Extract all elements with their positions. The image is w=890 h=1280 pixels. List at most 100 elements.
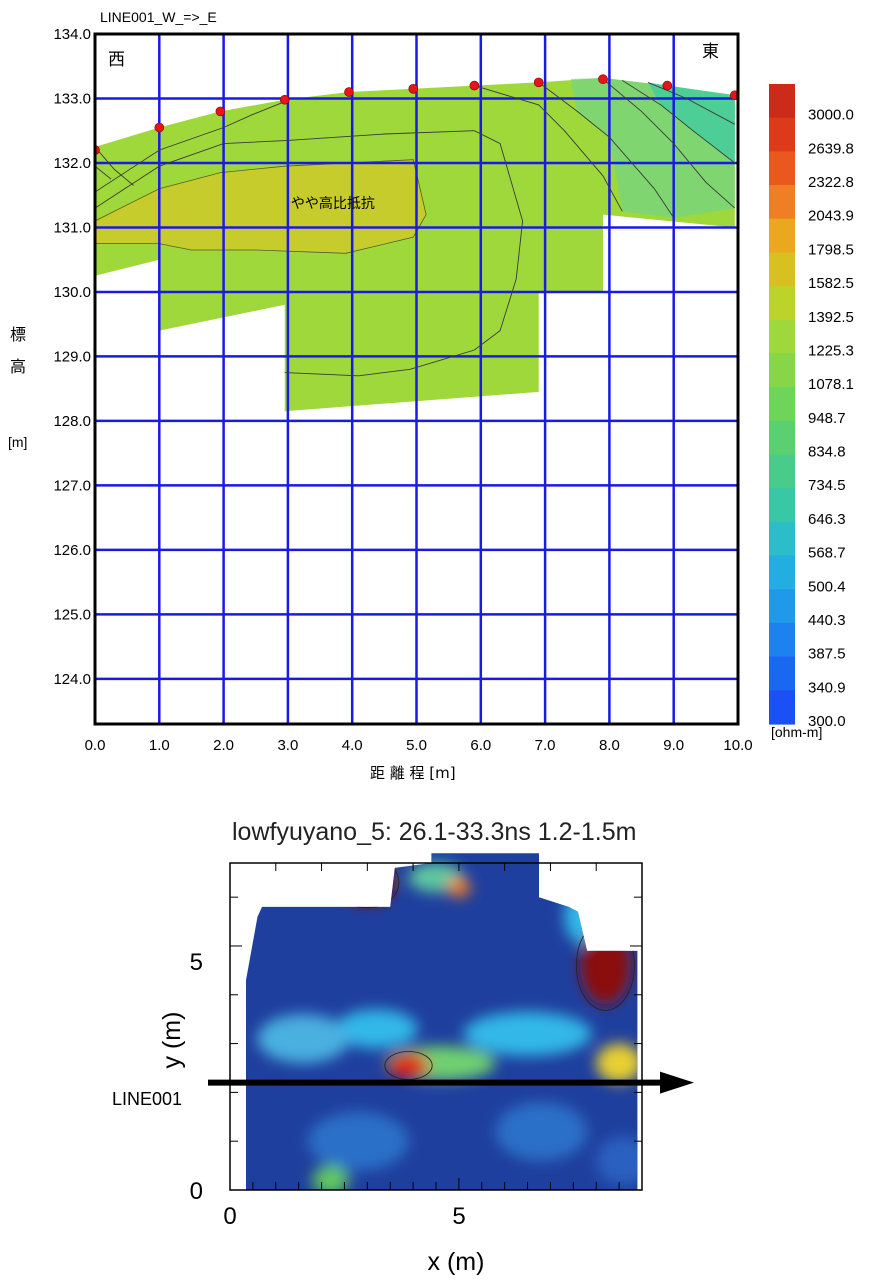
gpr-title: lowfyuyano_5: 26.1-33.3ns 1.2-1.5m (232, 818, 636, 846)
colorbar-level-15: 440.3 (808, 612, 846, 629)
colorbar-level-5: 1582.5 (808, 275, 854, 292)
y-tick-label-1: 133.0 (53, 90, 91, 107)
electrode-9 (662, 80, 673, 91)
y-tick-label-6: 128.0 (53, 413, 91, 430)
gpr-axis-ticks (229, 863, 643, 1191)
y-tick-label-4: 130.0 (53, 284, 91, 301)
colorbar-level-0: 3000.0 (808, 107, 854, 124)
line001-arrowhead (660, 1071, 694, 1094)
x-tick-label-4: 4.0 (342, 737, 363, 754)
electrode-markers (95, 74, 738, 155)
colorbar-swatch-3 (769, 185, 795, 220)
plot-frame (93, 32, 740, 726)
gpr-y-tick-0: 0 (190, 1178, 203, 1205)
colorbar-swatch-6 (769, 286, 795, 321)
colorbar-level-1: 2639.8 (808, 140, 854, 157)
gpr-anomaly-2 (387, 1053, 430, 1078)
x-tick-label-6: 6.0 (470, 737, 491, 754)
contour-line-3 (538, 82, 675, 219)
colorbar-swatch-16 (769, 622, 795, 658)
colorbar-unit: [ohm-m] (771, 724, 822, 740)
y-tick-label-7: 127.0 (53, 477, 91, 494)
electrode-4 (344, 87, 354, 97)
gpr-anomaly-7 (257, 1014, 350, 1064)
x-tick-label-5: 5.0 (406, 737, 427, 754)
contour-line-6 (647, 81, 736, 125)
x-tick-label-7: 7.0 (535, 737, 556, 754)
x-tick-label-2: 2.0 (213, 737, 234, 754)
x-tick-label-10: 10.0 (723, 737, 752, 754)
colorbar-level-6: 1392.5 (808, 309, 854, 326)
y-axis-ticks: 134.0 133.0 132.0 131.0 130.0 129.0 128.0 127.0… (53, 26, 91, 688)
y-axis-label-3: [m] (8, 434, 27, 450)
colorbar-swatch-11 (769, 454, 795, 489)
contour-line-4 (602, 78, 736, 209)
contour-line-1 (95, 130, 524, 377)
y-tick-label-5: 129.0 (53, 348, 91, 365)
chart-title: LINE001_W_=>_E (100, 9, 217, 25)
x-tick-label-8: 8.0 (599, 737, 620, 754)
colorbar-level-10: 834.8 (808, 444, 846, 461)
gpr-anomaly-13 (596, 1136, 638, 1186)
y-tick-label-9: 125.0 (53, 606, 91, 623)
x-tick-label-3: 3.0 (277, 737, 298, 754)
colorbar-swatch-0 (769, 84, 795, 119)
electrode-7 (533, 77, 544, 88)
colorbar-level-16: 387.5 (808, 646, 846, 663)
electrode-3 (279, 94, 290, 105)
gpr-y-tick-5: 5 (190, 949, 203, 976)
colorbar-level-17: 340.9 (808, 679, 846, 696)
gpr-anomaly-3 (447, 877, 471, 898)
gpr-anomaly-11 (307, 1111, 409, 1171)
colorbar-level-4: 1798.5 (808, 241, 854, 258)
gpr-anomaly-4 (596, 1043, 638, 1083)
colorbar-swatch-18 (769, 690, 795, 725)
colorbar-level-14: 500.4 (808, 578, 846, 595)
section-body (95, 77, 735, 412)
y-tick-label-10: 124.0 (53, 671, 91, 688)
y-axis-label-1: 標 (10, 325, 26, 344)
colorbar-swatch-4 (769, 218, 795, 254)
gpr-anomaly-6 (463, 1011, 592, 1056)
colorbar-level-18: 300.0 (808, 713, 846, 730)
y-tick-label-2: 132.0 (53, 155, 91, 172)
colorbar-level-13: 568.7 (808, 545, 846, 562)
gpr-x-tick-0: 0 (223, 1203, 236, 1230)
colorbar-swatch-12 (769, 488, 795, 523)
gpr-x-axis-label: x (m) (428, 1248, 485, 1276)
contour-lines (95, 78, 736, 377)
electrode-6 (469, 80, 480, 91)
y-tick-label-3: 131.0 (53, 219, 91, 236)
gpr-anomaly-9 (564, 887, 610, 946)
line001-label: LINE001 (112, 1089, 182, 1109)
colorbar-swatch-5 (769, 252, 795, 287)
colorbar-swatch-2 (769, 151, 795, 186)
colorbar-swatch-17 (769, 656, 795, 691)
gpr-slice-chart: lowfyuyano_5: 26.1-33.3ns 1.2-1.5m 0 5 5… (112, 818, 694, 1276)
colorbar-swatch-10 (769, 420, 795, 456)
resistivity-section (95, 77, 735, 412)
gpr-contour-2 (384, 1051, 433, 1080)
x-tick-label-0: 0.0 (85, 737, 106, 754)
x-tick-label-9: 9.0 (663, 737, 684, 754)
colorbar-level-2: 2322.8 (808, 174, 854, 191)
colorbar-swatch-8 (769, 353, 795, 388)
contour-line-7 (95, 146, 134, 186)
colorbar-swatch-9 (769, 387, 795, 422)
gpr-anomaly-5 (335, 1009, 418, 1049)
gpr-anomaly-12 (495, 1102, 588, 1161)
resistivity-section-chart: LINE001_W_=>_E 0.0 1.0 2.0 3.0 4.0 5.0 6.0 7.0 8… (8, 9, 854, 782)
gpr-x-tick-5: 5 (452, 1203, 465, 1230)
electrode-5 (408, 84, 419, 94)
line001-arrow (208, 1071, 694, 1094)
x-axis-label: 距 離 程 [m] (370, 764, 456, 782)
electrode-10 (729, 90, 738, 101)
electrode-1 (154, 122, 165, 133)
colorbar-level-8: 1078.1 (808, 376, 854, 393)
gpr-anomaly-1 (580, 926, 631, 1005)
colorbar-level-9: 948.7 (808, 410, 846, 427)
colorbar-level-3: 2043.9 (808, 208, 854, 225)
contour-line-0 (95, 101, 285, 193)
y-tick-label-8: 126.0 (53, 542, 91, 559)
colorbar-swatch-1 (769, 117, 795, 152)
